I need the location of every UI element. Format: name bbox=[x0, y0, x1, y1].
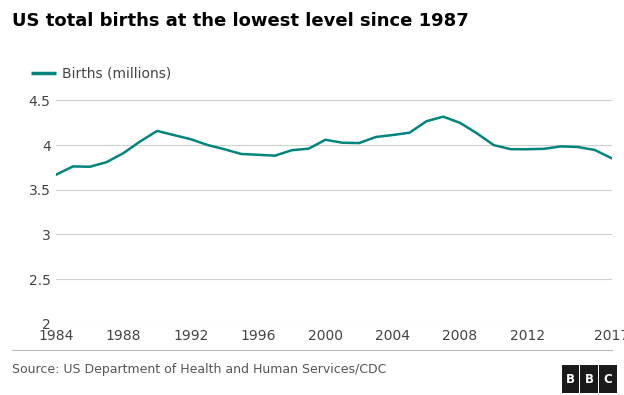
Text: C: C bbox=[603, 373, 612, 386]
Text: Source: US Department of Health and Human Services/CDC: Source: US Department of Health and Huma… bbox=[12, 363, 387, 376]
Text: Births (millions): Births (millions) bbox=[62, 66, 172, 80]
Text: B: B bbox=[585, 373, 593, 386]
Text: US total births at the lowest level since 1987: US total births at the lowest level sinc… bbox=[12, 12, 469, 30]
Text: B: B bbox=[566, 373, 575, 386]
